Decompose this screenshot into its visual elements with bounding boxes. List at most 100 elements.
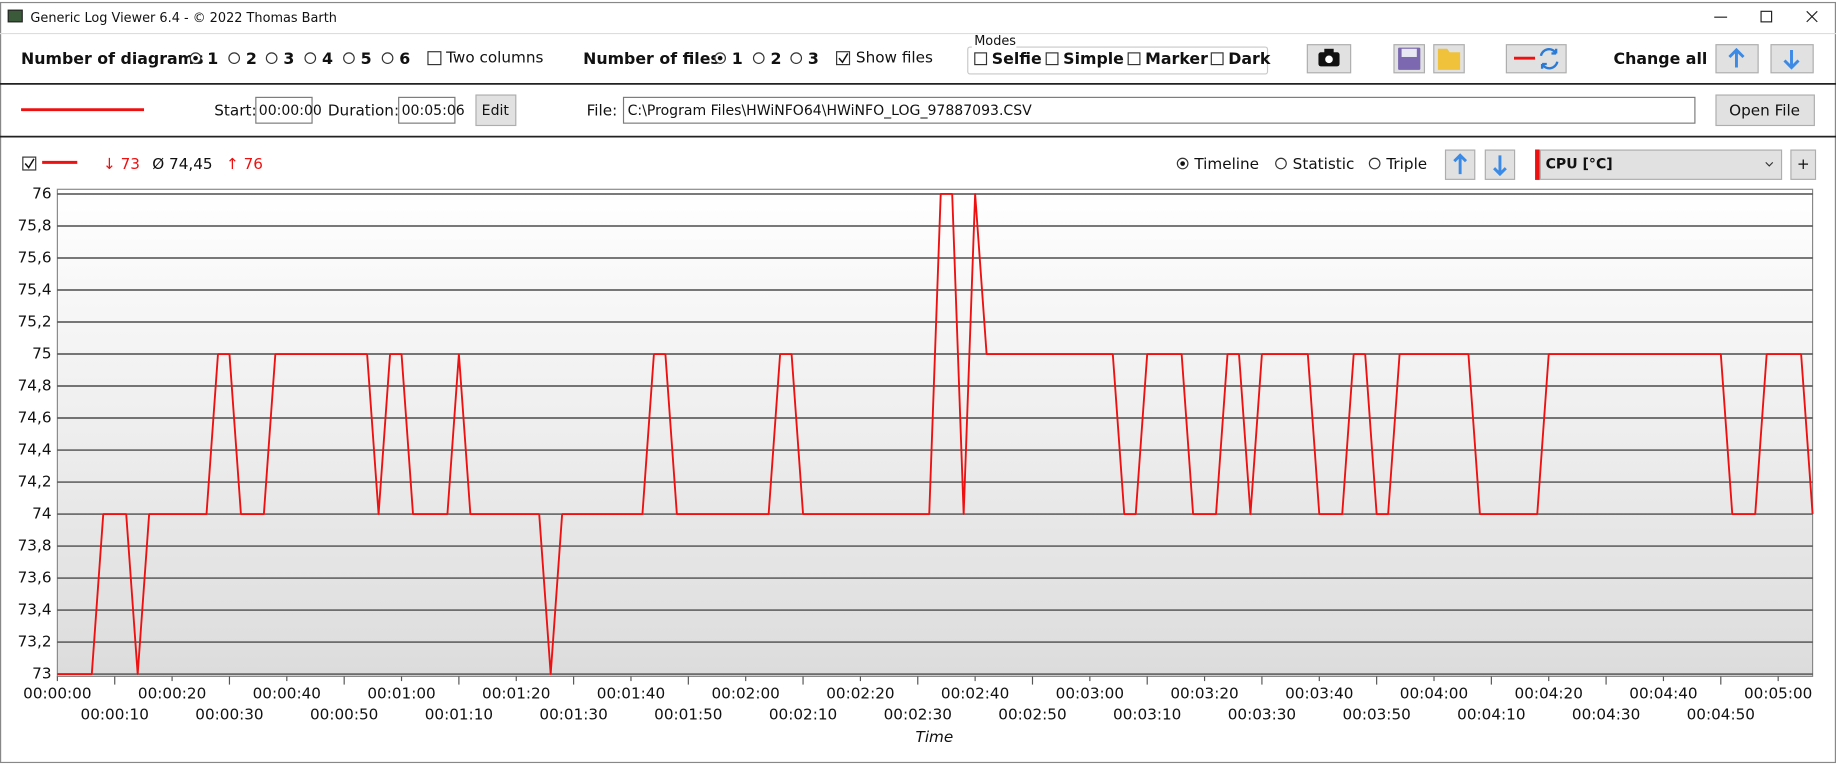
x-tick-label: 00:01:00 [367, 684, 435, 702]
window-title: Generic Log Viewer 6.4 - © 2022 Thomas B… [30, 11, 336, 26]
up-arrow [1728, 47, 1745, 68]
stat-max: ↑ 76 [226, 155, 263, 173]
radio-button[interactable] [265, 52, 278, 65]
option-label: 2 [246, 49, 257, 68]
chart-header: ↓ 73 Ø 74,45 ↑ 76 CPU [°C] + Timeline Sta… [22, 149, 1817, 180]
down-arrow [1493, 155, 1507, 177]
x-tick-label: 00:02:00 [712, 684, 780, 702]
plot: 73 73,2 73,4 73,6 73,8 74 74,2 74,4 74,6 74,8 75 75… [18, 184, 1814, 724]
stat-avg: Ø 74,45 [152, 155, 212, 173]
y-tick-label: 74,2 [18, 473, 52, 491]
y-tick-label: 74,6 [18, 409, 52, 427]
option-label: 4 [322, 49, 333, 68]
label: Start: [214, 101, 256, 119]
y-tick-label: 75,4 [18, 280, 52, 298]
open-file-button[interactable] [1715, 94, 1815, 127]
checkbox[interactable] [1210, 52, 1224, 66]
view-label: Triple [1385, 155, 1427, 173]
x-tick-label: 00:00:40 [253, 684, 321, 702]
plot-area [56, 188, 1814, 677]
channel-select[interactable] [1539, 149, 1783, 180]
edit-button[interactable] [475, 94, 517, 127]
radio-button[interactable] [228, 52, 241, 65]
app-icon [7, 9, 23, 23]
option-label: 1 [732, 49, 743, 68]
file-bar: Start: 00:00:00 Duration: 00:05:06 Edit … [21, 94, 1815, 127]
radio-dot [193, 55, 198, 61]
camera-icon [1323, 53, 1335, 65]
up-arrow [1453, 153, 1468, 175]
start-input[interactable] [255, 96, 313, 124]
x-tick-label: 00:02:50 [998, 706, 1066, 724]
x-tick-label: 00:01:20 [482, 684, 550, 702]
x-tick-label: 00:03:30 [1228, 706, 1296, 724]
x-tick-label: 00:02:10 [769, 706, 837, 724]
floppy-icon [1401, 48, 1417, 57]
option-label: 3 [283, 49, 294, 68]
x-tick-label: 00:04:00 [1400, 684, 1468, 702]
x-tick-label: 00:03:10 [1113, 706, 1181, 724]
x-tick-label: 00:01:50 [654, 706, 722, 724]
radio-button[interactable] [790, 52, 803, 65]
y-tick-label: 75,2 [18, 313, 52, 331]
checkbox[interactable] [1045, 52, 1059, 66]
label[interactable]: Change all [1614, 49, 1708, 68]
checkbox[interactable] [1127, 52, 1141, 66]
radio-button[interactable] [752, 52, 765, 65]
label: File: [587, 101, 618, 119]
y-tick-label: 73,8 [18, 537, 52, 555]
mode-label: Dark [1228, 49, 1271, 68]
option-label: 2 [770, 49, 781, 68]
x-tick-label: 00:01:30 [539, 706, 607, 724]
radio-button[interactable] [1275, 157, 1287, 170]
view-label: Statistic [1293, 155, 1355, 173]
checkbox[interactable] [974, 52, 988, 66]
option-label: 3 [808, 49, 819, 68]
file-path: C:\Program Files\HWiNFO64\HWiNFO_LOG_978… [628, 103, 1033, 119]
view-label: Timeline [1193, 155, 1259, 173]
label: Number of files [583, 49, 720, 68]
button-label: + [1797, 155, 1810, 173]
radio-button[interactable] [343, 52, 355, 65]
y-tick-label: 74 [32, 505, 51, 523]
radio-button[interactable] [1368, 157, 1381, 170]
y-tick-label: 73,2 [18, 633, 52, 651]
x-tick-label: 00:03:40 [1285, 684, 1353, 702]
radio-button[interactable] [304, 52, 317, 65]
add-button[interactable] [1790, 149, 1817, 180]
x-tick-label: 00:02:20 [826, 684, 894, 702]
x-tick-label: 00:03:50 [1342, 706, 1410, 724]
stat-min: ↓ 73 [103, 155, 140, 173]
maximize-button[interactable] [1760, 10, 1773, 23]
y-tick-label: 74,4 [18, 441, 52, 459]
start-value: 00:00:00 [259, 103, 322, 119]
radio-button[interactable] [381, 52, 394, 65]
y-tick-label: 73 [32, 665, 51, 683]
y-tick-label: 73,4 [18, 601, 52, 619]
label: Number of diagrams [21, 49, 203, 68]
label: Two columns [445, 49, 543, 67]
x-tick-label: 00:00:50 [310, 706, 378, 724]
x-tick-label: 00:05:00 [1744, 684, 1812, 702]
button-label: Edit [482, 103, 510, 119]
mode-label: Selfie [992, 49, 1042, 68]
x-tick-label: 00:04:30 [1572, 706, 1640, 724]
y-tick-label: 75,8 [18, 216, 52, 234]
checkbox[interactable] [427, 51, 442, 66]
channel-color [1535, 149, 1540, 180]
x-tick-label: 00:04:50 [1687, 706, 1755, 724]
option-label: 6 [399, 49, 410, 68]
radio-dot [717, 55, 723, 61]
y-tick-label: 76 [32, 184, 51, 202]
x-tick-label: 00:00:20 [138, 684, 206, 702]
close-button[interactable] [1806, 10, 1818, 23]
check [838, 53, 849, 64]
x-tick-label: 00:02:40 [941, 684, 1009, 702]
file-input[interactable] [622, 96, 1696, 124]
duration-input[interactable] [398, 96, 456, 124]
label: Show files [856, 49, 933, 67]
x-tick-label: 00:01:40 [597, 684, 665, 702]
data-line [57, 193, 1814, 675]
x-tick-label: 00:00:00 [23, 684, 91, 702]
